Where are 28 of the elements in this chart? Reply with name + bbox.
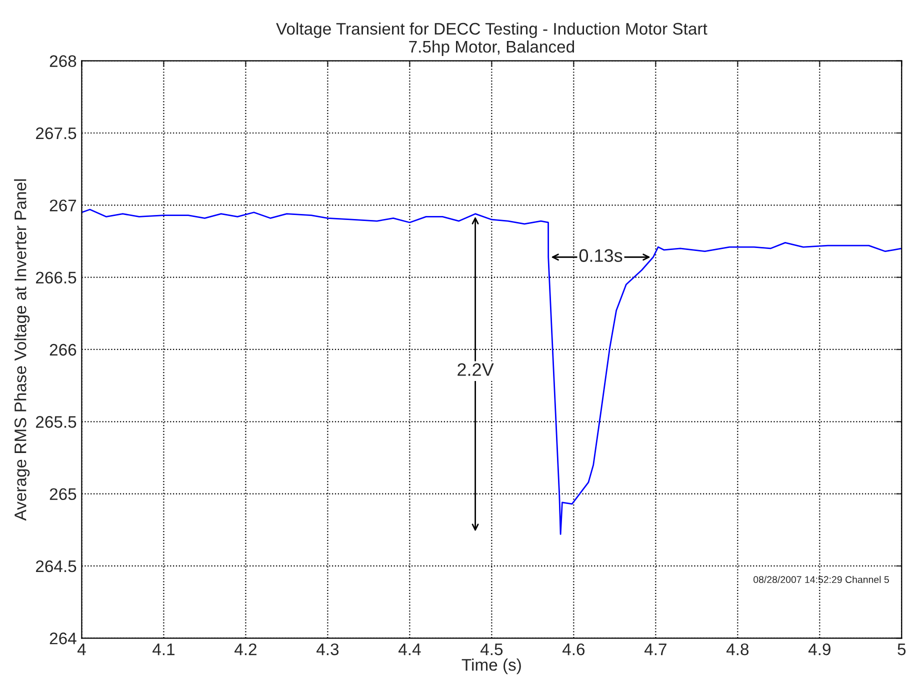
- x-tick-label: 4.2: [234, 643, 256, 656]
- x-tick-label: 5: [898, 644, 906, 656]
- x-tick-label: 4.1: [152, 644, 174, 656]
- x-tick-label: 4.3: [316, 643, 339, 656]
- annotation: 0.13s: [579, 249, 622, 262]
- x-tick-label: 4.4: [398, 644, 421, 656]
- chart-subtitle: 7.5hp Motor, Balanced: [409, 40, 574, 56]
- y-tick-label: 264: [50, 632, 76, 644]
- x-tick-label: 4.5: [480, 644, 503, 656]
- line-series: [82, 208, 902, 535]
- y-tick-label: 266.5: [36, 272, 76, 284]
- annotation: 08/28/2007 14:52:29 Channel 5: [754, 576, 889, 584]
- x-tick-label: 4.9: [808, 643, 830, 656]
- y-tick-label: 264.5: [36, 560, 76, 572]
- y-axis-title: Average RMS Phase Voltage at Inverter Panel: [14, 179, 30, 521]
- x-tick-label: 4.8: [726, 643, 749, 656]
- x-tick-label: 4: [77, 644, 86, 656]
- y-tick-label: 268: [50, 55, 76, 68]
- x-tick-label: 4.7: [644, 644, 666, 656]
- chart-title: Voltage Transient for DECC Testing - Induction Motor Start: [276, 22, 708, 38]
- x-axis-title: Time (s): [462, 658, 521, 674]
- y-tick-label: 265: [50, 488, 76, 500]
- x-tick-label: 4.6: [562, 643, 585, 656]
- y-tick-label: 267.5: [36, 127, 76, 140]
- y-tick-label: 266: [50, 344, 76, 356]
- y-tick-label: 265.5: [36, 416, 76, 428]
- y-tick-label: 267: [50, 200, 76, 212]
- annotation: 2.2V: [458, 363, 494, 376]
